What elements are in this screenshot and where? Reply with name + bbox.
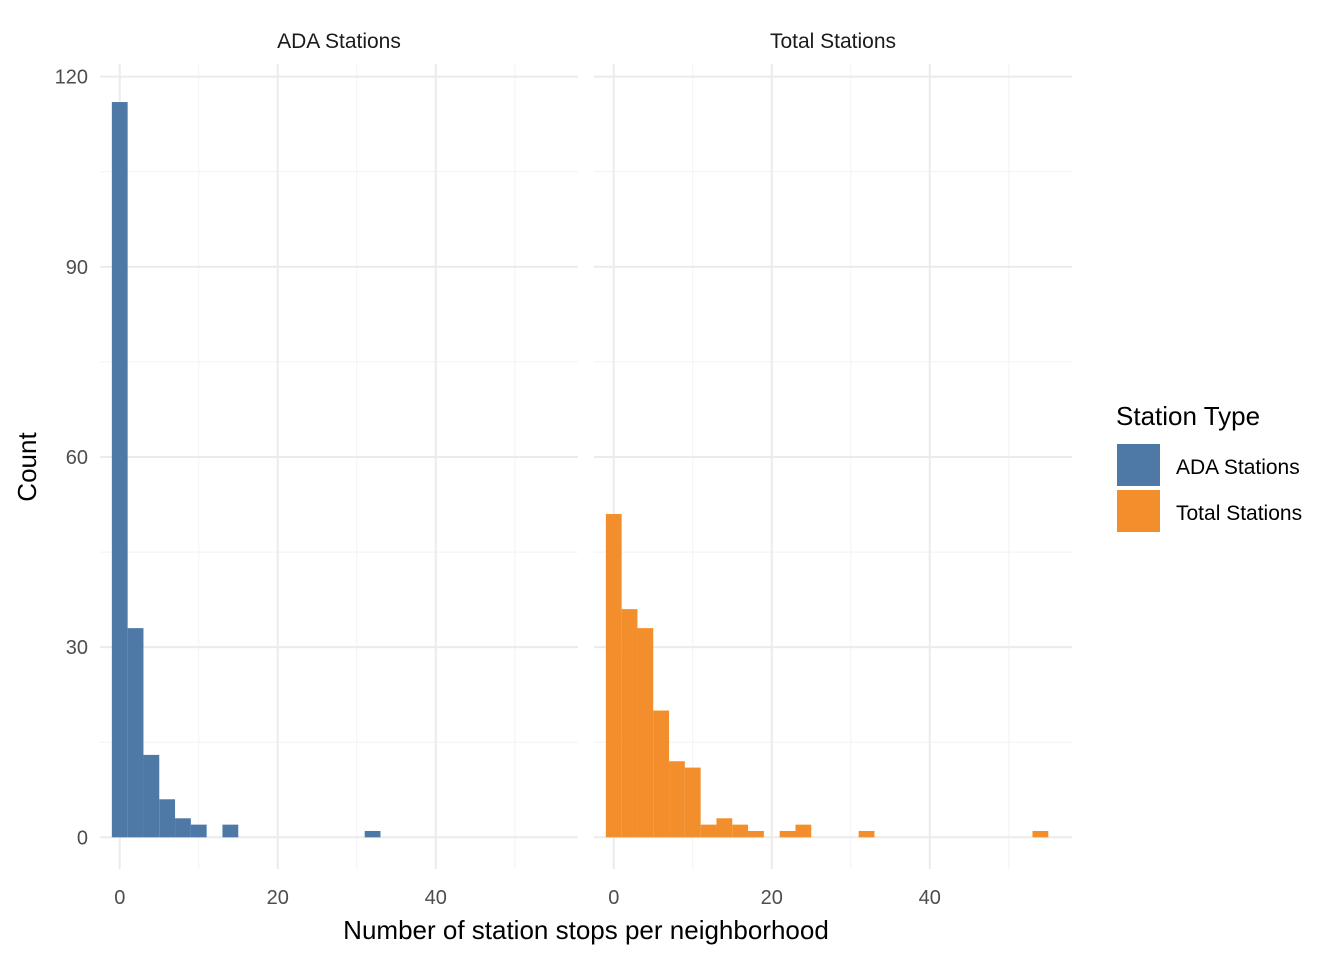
x-tick-label: 0	[114, 887, 125, 909]
x-axis-title: Number of station stops per neighborhood	[343, 915, 829, 945]
histogram-bar	[605, 514, 622, 838]
histogram-bar	[700, 824, 717, 838]
histogram-bar	[190, 824, 207, 838]
legend: Station Type ADA Stations Total Stations	[1116, 401, 1302, 532]
y-tick-label: 90	[66, 257, 88, 279]
legend-key-label: ADA Stations	[1176, 456, 1300, 479]
x-tick-label: 20	[761, 887, 783, 909]
histogram-bar	[143, 754, 160, 838]
histogram-bar	[175, 818, 191, 838]
y-tick-label: 60	[66, 447, 88, 469]
x-tick-label: 20	[267, 887, 289, 909]
panel-total-stations: Total Stations 0 20 40	[594, 30, 1072, 909]
y-tick-label: 120	[55, 67, 88, 89]
legend-key-swatch	[1117, 444, 1160, 486]
histogram-bar	[669, 761, 685, 838]
legend-key-label: Total Stations	[1176, 502, 1302, 525]
histogram-bar	[637, 628, 654, 838]
histogram-bar	[621, 609, 638, 838]
histogram-bar	[653, 710, 670, 838]
y-axis-ticks: 0 30 60 90 120	[55, 67, 88, 850]
histogram-bar	[732, 824, 749, 838]
y-tick-label: 30	[66, 637, 88, 659]
histogram-bar	[684, 767, 701, 838]
histogram-bar	[127, 628, 144, 838]
x-tick-label: 40	[425, 887, 447, 909]
histogram-bar	[111, 102, 128, 838]
facet-strip-label: Total Stations	[770, 30, 896, 53]
histogram-bar	[364, 830, 381, 838]
legend-key-swatch	[1117, 490, 1160, 532]
facet-strip-label: ADA Stations	[277, 30, 401, 53]
histogram-bar	[716, 818, 733, 838]
y-tick-label: 0	[77, 827, 88, 849]
histogram-bar	[1032, 830, 1049, 838]
histogram-bar	[779, 830, 796, 838]
x-tick-label: 40	[919, 887, 941, 909]
x-tick-label: 0	[608, 887, 619, 909]
y-axis-title: Count	[12, 432, 42, 502]
histogram-bar	[858, 830, 875, 838]
panel-ada-stations: ADA Stations 0 20 40	[100, 30, 578, 909]
histogram-bar	[222, 824, 239, 838]
histogram-bar	[795, 824, 812, 838]
histogram-bar	[748, 830, 764, 838]
histogram-bar	[159, 799, 176, 838]
legend-title: Station Type	[1116, 401, 1260, 431]
